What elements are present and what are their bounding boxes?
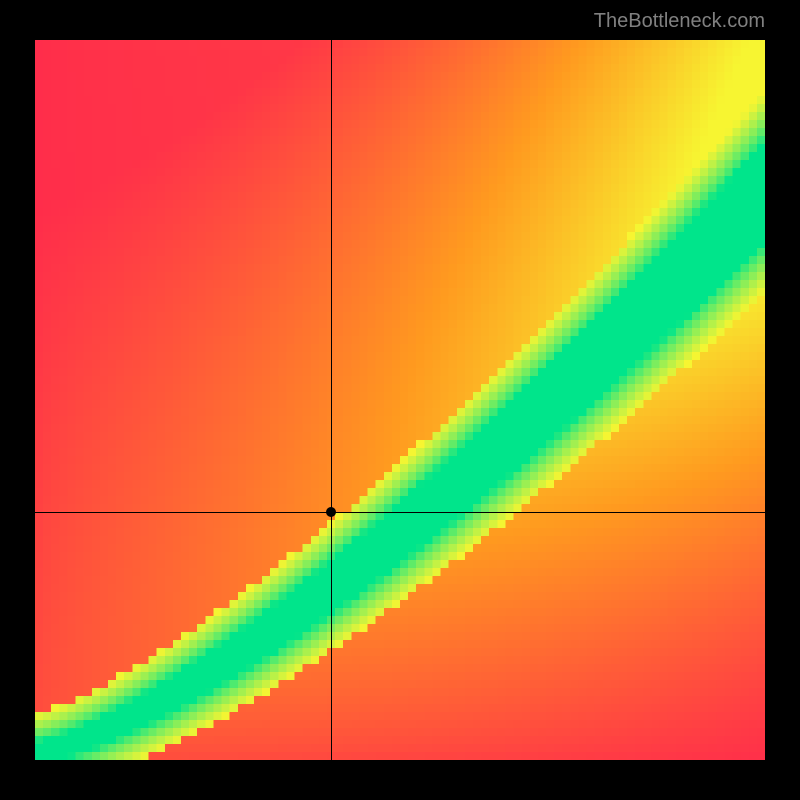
heatmap-plot [35, 40, 765, 760]
heatmap-canvas [35, 40, 765, 760]
marker-point [326, 507, 336, 517]
crosshair-horizontal [35, 512, 765, 513]
crosshair-vertical [331, 40, 332, 760]
watermark-text: TheBottleneck.com [594, 10, 765, 33]
